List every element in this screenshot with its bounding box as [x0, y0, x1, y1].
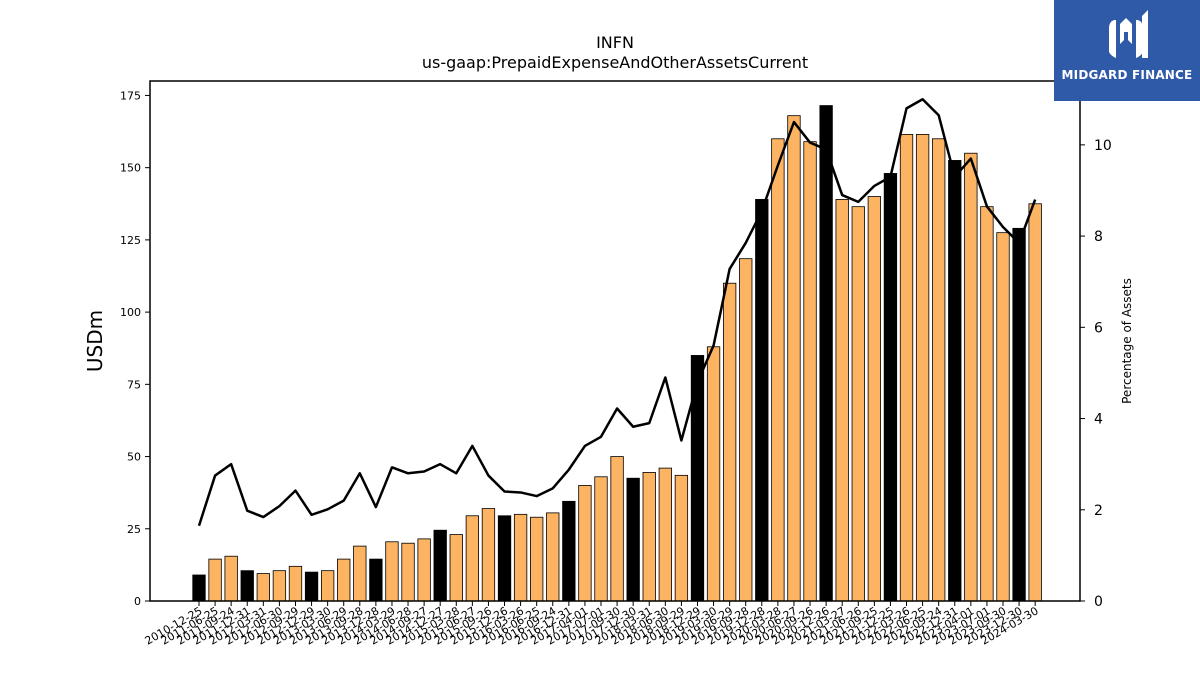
bar [401, 542, 415, 602]
bar [578, 485, 592, 602]
y2-tick-label: 8 [1094, 229, 1103, 245]
y-tick-label: 75 [127, 378, 141, 391]
bar [208, 558, 222, 602]
y-tick-label: 150 [120, 162, 141, 175]
bar [658, 467, 672, 602]
bar [353, 545, 367, 602]
bar [706, 346, 721, 602]
bar [932, 138, 946, 602]
bar [996, 232, 1010, 602]
y-axis: 0 25 50 75 100 125 150 175 [120, 89, 150, 608]
bar [192, 574, 206, 602]
bar [674, 474, 689, 602]
y-tick-label: 25 [127, 523, 141, 536]
bar [980, 206, 994, 602]
bar [497, 515, 512, 602]
bar [771, 138, 785, 602]
bar [883, 173, 898, 602]
bar [481, 508, 496, 602]
bar [626, 477, 640, 602]
x-axis: 2010-12-252011-06-252011-09-242011-12-31… [143, 601, 1041, 648]
bar [722, 282, 737, 602]
y2-tick-label: 0 [1094, 594, 1103, 610]
logo-text: MIDGARD FINANCE [1061, 68, 1193, 82]
bar [787, 115, 801, 602]
plot-frame [149, 80, 1081, 602]
bar [851, 206, 865, 602]
bar [304, 571, 319, 602]
bar [530, 516, 544, 602]
bar [899, 134, 914, 602]
bar [594, 476, 608, 602]
bar [369, 558, 383, 602]
midgard-logo: MIDGARD FINANCE [1054, 0, 1200, 101]
bar [739, 258, 753, 602]
bar [546, 512, 560, 602]
bar [1028, 203, 1042, 602]
bar-group [192, 105, 1042, 602]
bar [562, 500, 576, 602]
y2-axis: 0 2 4 6 8 10 [1080, 138, 1112, 610]
y-axis-label: USDm [83, 310, 107, 372]
bar [690, 355, 705, 602]
line-group [197, 98, 1037, 527]
bar [964, 152, 978, 602]
bar [240, 570, 254, 602]
percentage-line [197, 98, 1037, 527]
bar [288, 565, 303, 602]
bar [417, 538, 431, 602]
y2-tick-label: 2 [1094, 503, 1103, 519]
y-tick-label: 0 [134, 595, 141, 608]
y2-tick-label: 6 [1094, 320, 1103, 336]
bar [272, 570, 287, 602]
y-tick-label: 100 [120, 306, 141, 319]
y2-tick-label: 10 [1094, 138, 1112, 154]
bar [642, 472, 656, 602]
bar [337, 558, 351, 602]
bar [256, 573, 270, 602]
bar [948, 160, 962, 602]
bar [449, 534, 463, 602]
y2-axis-label: Percentage of Assets [1120, 278, 1134, 404]
y-tick-label: 125 [120, 234, 141, 247]
bar [1012, 227, 1026, 602]
bar [513, 513, 528, 602]
bar [224, 555, 238, 602]
bar [385, 541, 399, 602]
bar [803, 141, 817, 602]
bar [755, 199, 769, 602]
bar [915, 134, 930, 602]
bar [433, 529, 447, 602]
y2-tick-label: 4 [1094, 412, 1103, 428]
chart-title: INFN [596, 33, 634, 52]
y-tick-label: 50 [127, 451, 141, 464]
bar [867, 196, 882, 602]
bar [835, 199, 849, 602]
midgard-logo-icon [1109, 10, 1148, 58]
bar [320, 570, 335, 602]
y-tick-label: 175 [120, 89, 141, 102]
bar [465, 515, 480, 602]
bar [819, 105, 833, 602]
bar [610, 456, 624, 602]
chart-subtitle: us-gaap:PrepaidExpenseAndOtherAssetsCurr… [421, 53, 809, 72]
